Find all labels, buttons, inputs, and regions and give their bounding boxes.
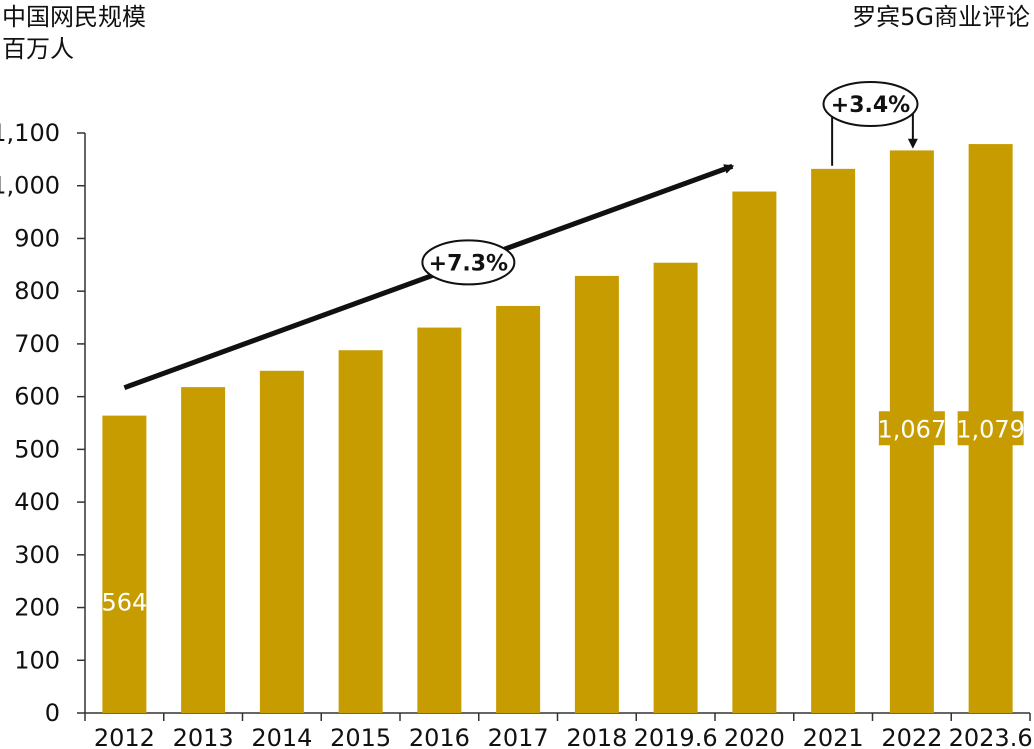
bar [574, 275, 619, 713]
x-tick-label: 2015 [330, 724, 391, 749]
x-tick-label: 2017 [488, 724, 549, 749]
data-label: 1,079 [956, 415, 1025, 443]
x-tick-label: 2014 [251, 724, 312, 749]
recent-growth-label: +3.4% [831, 93, 910, 118]
data-label-background [878, 411, 945, 446]
bar [181, 387, 226, 713]
y-tick-label: 900 [14, 224, 60, 252]
bar [102, 415, 147, 713]
y-tick-label: 0 [45, 699, 60, 727]
recent-growth-badge [822, 81, 919, 127]
bar [496, 305, 541, 713]
y-tick-label: 800 [14, 277, 60, 305]
y-tick-label: 700 [14, 330, 60, 358]
bar [417, 327, 462, 713]
x-tick-label: 2016 [409, 724, 470, 749]
y-tick-label: 200 [14, 594, 60, 622]
x-tick-label: 2012 [94, 724, 155, 749]
x-tick-label: 2013 [173, 724, 234, 749]
axes: 0 100 200 300 400 500 600 700 800 900 1,000 1,100 20… [0, 119, 1033, 749]
x-tick-label: 2023.6 [949, 724, 1033, 749]
y-axis-title-line1: 中国网民规模 [2, 3, 146, 31]
x-tick-label: 2021 [803, 724, 864, 749]
y-tick-label: 1,100 [0, 119, 60, 147]
y-tick-label: 400 [14, 488, 60, 516]
y-tick-label: 300 [14, 541, 60, 569]
x-tick-label: 2022 [881, 724, 942, 749]
x-tick-label: 2019.6 [634, 724, 718, 749]
bar [811, 168, 856, 713]
y-tick-label: 600 [14, 383, 60, 411]
data-label-background [957, 411, 1024, 446]
y-axis-unit: 百万人 [2, 35, 74, 63]
y-tick-label: 500 [14, 435, 60, 463]
data-labels: 564 1,067 1,079 [101, 411, 1025, 616]
bar [259, 370, 304, 713]
growth-arrow-overall [123, 163, 735, 391]
y-tick-label: 100 [14, 646, 60, 674]
bar [732, 191, 777, 713]
cagr-badge [421, 239, 516, 286]
data-label: 1,067 [878, 415, 947, 443]
source-label: 罗宾5G商业评论 [852, 3, 1030, 31]
y-tick-label: 1,000 [0, 172, 60, 200]
x-tick-label: 2018 [566, 724, 627, 749]
data-label: 564 [101, 588, 147, 616]
annotations: +7.3% +3.4% [123, 81, 919, 391]
cagr-label: +7.3% [429, 251, 508, 276]
x-tick-label: 2020 [724, 724, 785, 749]
bar [338, 350, 383, 713]
bar [653, 262, 698, 713]
